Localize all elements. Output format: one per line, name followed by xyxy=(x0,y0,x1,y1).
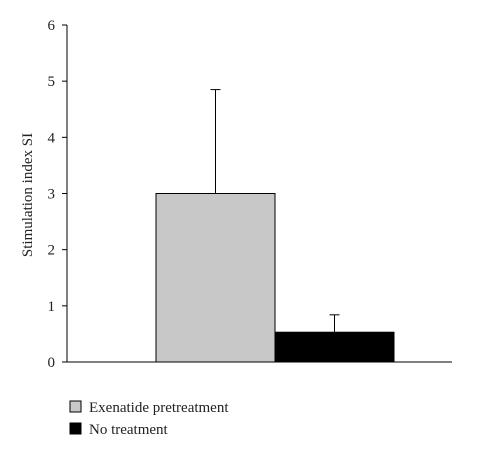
y-tick-label: 3 xyxy=(48,187,56,203)
y-tick-label: 6 xyxy=(48,18,56,34)
y-tick-label: 4 xyxy=(48,130,56,146)
legend-swatch xyxy=(69,422,82,435)
y-axis: 0 1 2 3 4 5 6 xyxy=(48,18,68,371)
bar xyxy=(155,193,276,363)
error-bars xyxy=(210,89,340,333)
y-tick-label: 5 xyxy=(48,74,56,90)
bars xyxy=(155,193,395,363)
bar xyxy=(274,331,395,363)
y-tick-label: 2 xyxy=(48,243,56,259)
y-tick-label: 0 xyxy=(48,355,56,371)
y-tick-label: 1 xyxy=(48,299,56,315)
legend-label: No treatment xyxy=(89,422,169,438)
legend-swatch xyxy=(69,400,82,413)
y-axis-title: Stimulation index SI xyxy=(20,133,36,257)
legend: Exenatide pretreatment No treatment xyxy=(69,400,229,438)
legend-label: Exenatide pretreatment xyxy=(89,400,229,416)
